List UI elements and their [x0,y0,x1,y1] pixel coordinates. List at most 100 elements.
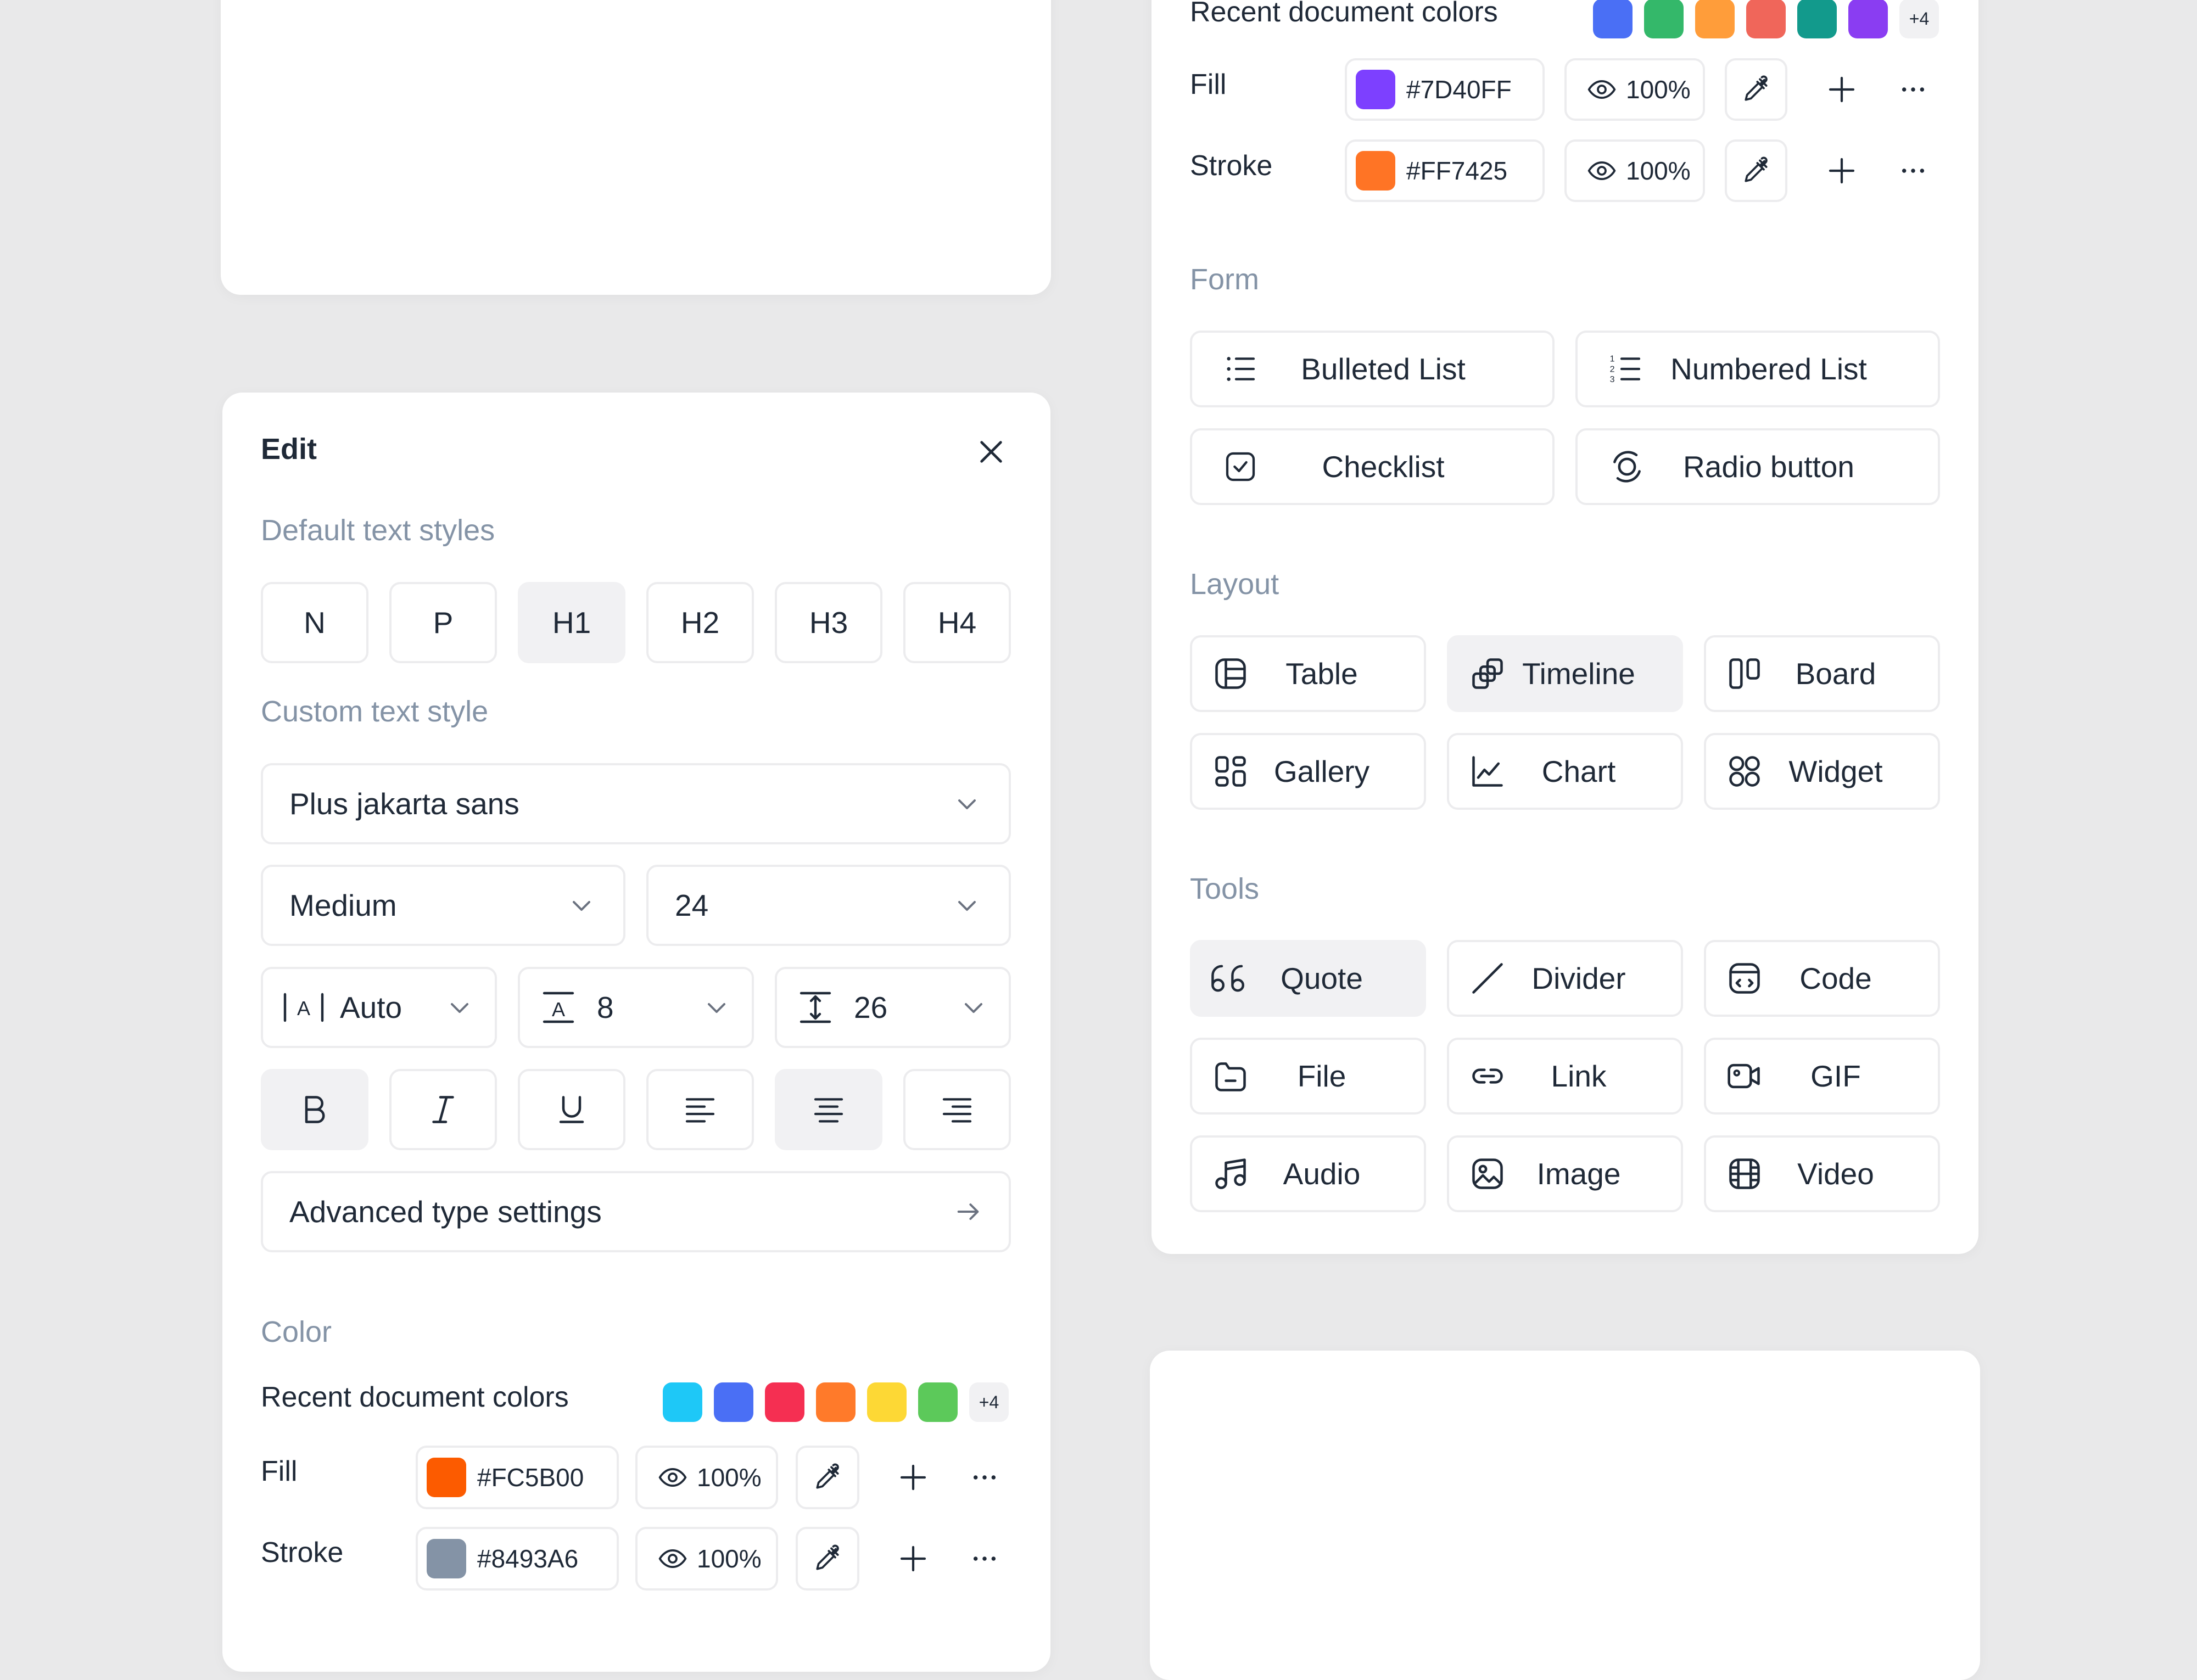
more-colors-button[interactable]: +4 [969,1382,1009,1422]
recent-color-swatch[interactable] [918,1382,958,1422]
divider-button[interactable]: Divider [1447,940,1683,1017]
recent-color-swatch[interactable] [816,1382,856,1422]
fill-more-button[interactable] [1882,58,1944,121]
image-label: Image [1536,1157,1621,1191]
close-button[interactable] [969,430,1013,474]
chart-button[interactable]: Chart [1447,733,1683,810]
style-h3-button[interactable]: H3 [775,582,882,663]
fill-color-field[interactable]: #FC5B00 [416,1446,619,1509]
stroke-opacity-value: 100% [1626,156,1691,185]
audio-button[interactable]: Audio [1190,1135,1426,1212]
fill-opacity-field[interactable]: 100% [635,1446,778,1509]
quote-button[interactable]: Quote [1190,940,1426,1017]
bold-icon [305,1096,325,1123]
more-colors-button[interactable]: +4 [1899,0,1939,38]
board-button[interactable]: Board [1704,635,1940,712]
gallery-icon [1215,756,1246,787]
recent-color-swatch[interactable] [663,1382,702,1422]
stroke-eyedropper-button[interactable] [796,1527,859,1591]
style-h4-button[interactable]: H4 [903,582,1011,663]
svg-text:A: A [552,998,565,1021]
chart-icon [1472,756,1503,787]
fill-add-button[interactable] [881,1446,945,1509]
stroke-more-button[interactable] [1882,139,1944,202]
bulleted-list-button[interactable]: Bulleted List [1190,331,1555,407]
fill-eyedropper-button[interactable] [796,1446,859,1509]
letter-spacing-select[interactable]: A Auto [261,967,497,1048]
plus-icon [1829,158,1855,184]
fill-color-field[interactable]: #7D40FF [1345,58,1545,121]
stroke-color-field[interactable]: #8493A6 [416,1527,619,1591]
style-h2-button[interactable]: H2 [646,582,754,663]
stroke-opacity-field[interactable]: 100% [635,1527,778,1591]
chevron-down-icon [451,1003,468,1013]
bold-button[interactable] [261,1069,368,1150]
table-button[interactable]: Table [1190,635,1426,712]
recent-color-swatch[interactable] [1848,0,1888,38]
style-n-button[interactable]: N [261,582,368,663]
font-family-select[interactable]: Plus jakarta sans [261,763,1011,844]
stroke-hex-value: #FF7425 [1406,156,1508,185]
code-button[interactable]: Code [1704,940,1940,1017]
eye-icon [658,1468,687,1487]
underline-button[interactable] [518,1069,625,1150]
chevron-down-icon [958,799,976,809]
font-size-select[interactable]: 24 [646,865,1011,946]
link-button[interactable]: Link [1447,1038,1683,1115]
recent-color-swatch[interactable] [1695,0,1735,38]
code-icon [1729,963,1760,994]
svg-text:1: 1 [1610,355,1615,364]
stroke-color-field[interactable]: #FF7425 [1345,139,1545,202]
line-height-select[interactable]: 26 [775,967,1011,1048]
video-button[interactable]: Video [1704,1135,1940,1212]
recent-color-swatch[interactable] [1746,0,1786,38]
gallery-button[interactable]: Gallery [1190,733,1426,810]
recent-color-swatch[interactable] [1644,0,1684,38]
align-right-button[interactable] [903,1069,1011,1150]
fill-hex-value: #FC5B00 [477,1463,584,1492]
stroke-more-button[interactable] [953,1527,1016,1591]
paragraph-spacing-select[interactable]: A 8 [518,967,754,1048]
recent-color-swatch[interactable] [1797,0,1837,38]
svg-text:A: A [297,997,310,1020]
chevron-down-icon [965,1003,982,1013]
recent-color-swatch[interactable] [765,1382,804,1422]
recent-color-swatch[interactable] [867,1382,907,1422]
layout-heading: Layout [1190,568,1279,601]
fill-eyedropper-button[interactable] [1725,58,1787,121]
board-icon [1729,658,1760,689]
file-button[interactable]: File [1190,1038,1426,1115]
stroke-opacity-value: 100% [697,1544,762,1573]
plus-icon [900,1545,926,1572]
letter-spacing-value: Auto [340,990,402,1024]
widget-button[interactable]: Widget [1704,733,1940,810]
stroke-color-swatch [427,1539,466,1578]
radio-button-button[interactable]: Radio button [1575,428,1940,505]
svg-text:2: 2 [1610,365,1615,374]
fill-color-swatch [427,1458,466,1497]
style-p-button[interactable]: P [389,582,497,663]
default-text-styles-heading: Default text styles [261,514,495,547]
gif-button[interactable]: GIF [1704,1038,1940,1115]
align-left-button[interactable] [646,1069,754,1150]
checklist-button[interactable]: Checklist [1190,428,1555,505]
font-family-value: Plus jakarta sans [289,787,519,821]
align-center-button[interactable] [775,1069,882,1150]
stroke-eyedropper-button[interactable] [1725,139,1787,202]
bottom-right-empty-panel [1150,1351,1980,1680]
italic-button[interactable] [389,1069,497,1150]
stroke-add-button[interactable] [881,1527,945,1591]
fill-add-button[interactable] [1810,58,1873,121]
fill-more-button[interactable] [953,1446,1016,1509]
advanced-type-settings-button[interactable]: Advanced type settings [261,1171,1011,1252]
style-h1-button[interactable]: H1 [518,582,625,663]
stroke-add-button[interactable] [1810,139,1873,202]
image-button[interactable]: Image [1447,1135,1683,1212]
recent-color-swatch[interactable] [714,1382,753,1422]
font-weight-select[interactable]: Medium [261,865,625,946]
fill-opacity-field[interactable]: 100% [1564,58,1705,121]
stroke-opacity-field[interactable]: 100% [1564,139,1705,202]
timeline-button[interactable]: Timeline [1447,635,1683,712]
recent-color-swatch[interactable] [1593,0,1633,38]
